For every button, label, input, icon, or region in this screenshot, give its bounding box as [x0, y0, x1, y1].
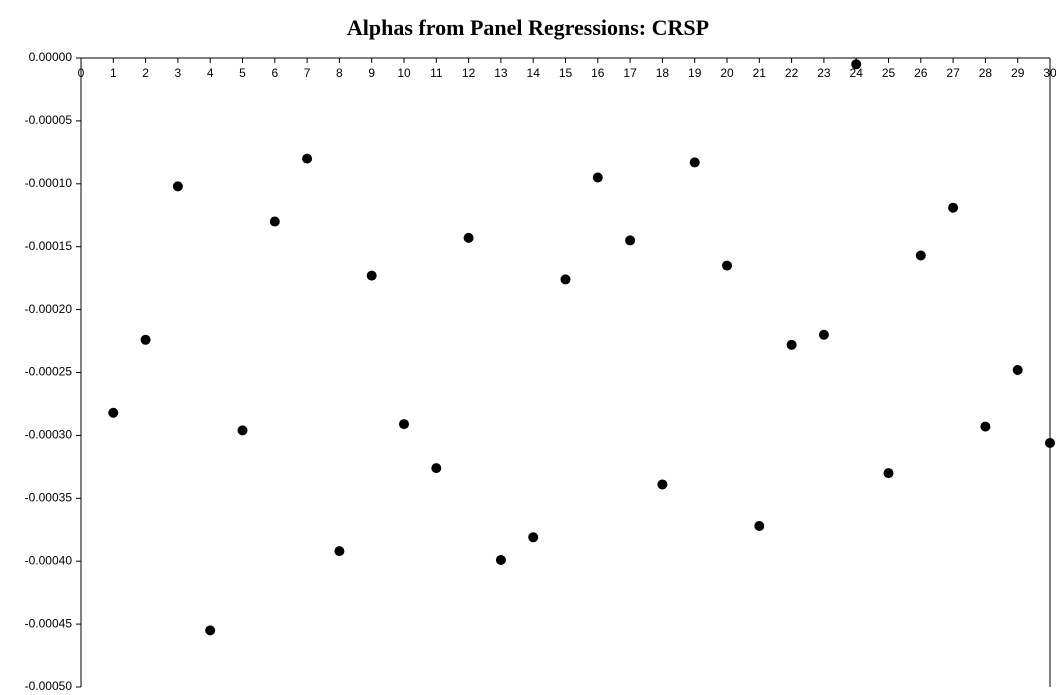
- y-tick-label: -0.00010: [25, 176, 73, 190]
- x-tick-label: 29: [1011, 66, 1025, 80]
- point: [851, 59, 862, 70]
- point: [948, 202, 959, 213]
- x-tick-label: 17: [623, 66, 637, 80]
- point: [431, 463, 442, 474]
- point: [592, 172, 603, 183]
- x-tick-label: 8: [336, 66, 343, 80]
- x-tick-label: 30: [1043, 66, 1056, 80]
- point: [463, 232, 474, 243]
- point: [915, 250, 926, 261]
- x-tick-label: 19: [688, 66, 702, 80]
- point: [1012, 364, 1023, 375]
- x-tick-label: 2: [142, 66, 149, 80]
- point: [657, 479, 668, 490]
- point: [754, 520, 765, 531]
- x-tick-label: 21: [753, 66, 767, 80]
- x-tick-label: 1: [110, 66, 117, 80]
- point: [883, 468, 894, 479]
- x-tick-label: 14: [527, 66, 541, 80]
- y-tick-label: -0.00005: [25, 113, 73, 127]
- point: [140, 334, 151, 345]
- y-tick-label: -0.00040: [25, 553, 73, 567]
- x-tick-label: 23: [817, 66, 831, 80]
- point: [1045, 437, 1055, 448]
- point: [334, 546, 345, 557]
- y-tick-label: 0.00000: [29, 50, 73, 64]
- point: [302, 153, 313, 164]
- y-tick-label: -0.00030: [25, 428, 73, 442]
- x-tick-label: 27: [946, 66, 960, 80]
- x-tick-label: 20: [720, 66, 734, 80]
- x-tick-label: 5: [239, 66, 246, 80]
- point: [625, 235, 636, 246]
- y-tick-label: -0.00050: [25, 679, 73, 690]
- x-tick-label: 24: [850, 66, 864, 80]
- point: [722, 260, 732, 271]
- y-tick-label: -0.00020: [25, 302, 73, 316]
- point: [980, 421, 991, 432]
- x-tick-label: 9: [368, 66, 375, 80]
- point: [786, 339, 797, 350]
- x-tick-label: 3: [175, 66, 182, 80]
- x-tick-label: 16: [591, 66, 605, 80]
- x-tick-label: 18: [656, 66, 670, 80]
- point: [205, 625, 216, 636]
- x-tick-label: 28: [979, 66, 993, 80]
- point: [269, 216, 280, 227]
- x-tick-label: 11: [430, 66, 443, 80]
- x-tick-label: 6: [271, 66, 278, 80]
- x-tick-label: 0: [78, 66, 85, 80]
- point: [399, 419, 409, 430]
- y-tick-label: -0.00025: [25, 365, 73, 379]
- x-tick-label: 22: [785, 66, 799, 80]
- x-tick-label: 7: [304, 66, 311, 80]
- x-tick-label: 13: [494, 66, 508, 80]
- point: [689, 157, 700, 168]
- point: [172, 181, 183, 192]
- x-tick-label: 12: [462, 66, 476, 80]
- x-tick-label: 15: [559, 66, 573, 80]
- y-tick-label: -0.00035: [25, 490, 73, 504]
- point: [818, 329, 829, 340]
- point: [528, 532, 539, 543]
- x-tick-label: 26: [914, 66, 928, 80]
- x-tick-label: 25: [882, 66, 896, 80]
- y-tick-label: -0.00045: [25, 616, 73, 630]
- point: [366, 270, 377, 281]
- chart-title: Alphas from Panel Regressions: CRSP: [347, 15, 709, 40]
- point: [560, 274, 571, 285]
- point: [108, 407, 119, 418]
- x-tick-label: 10: [397, 66, 411, 80]
- point: [495, 554, 506, 565]
- x-tick-label: 4: [207, 66, 214, 80]
- y-tick-label: -0.00015: [25, 239, 73, 253]
- point: [237, 425, 248, 436]
